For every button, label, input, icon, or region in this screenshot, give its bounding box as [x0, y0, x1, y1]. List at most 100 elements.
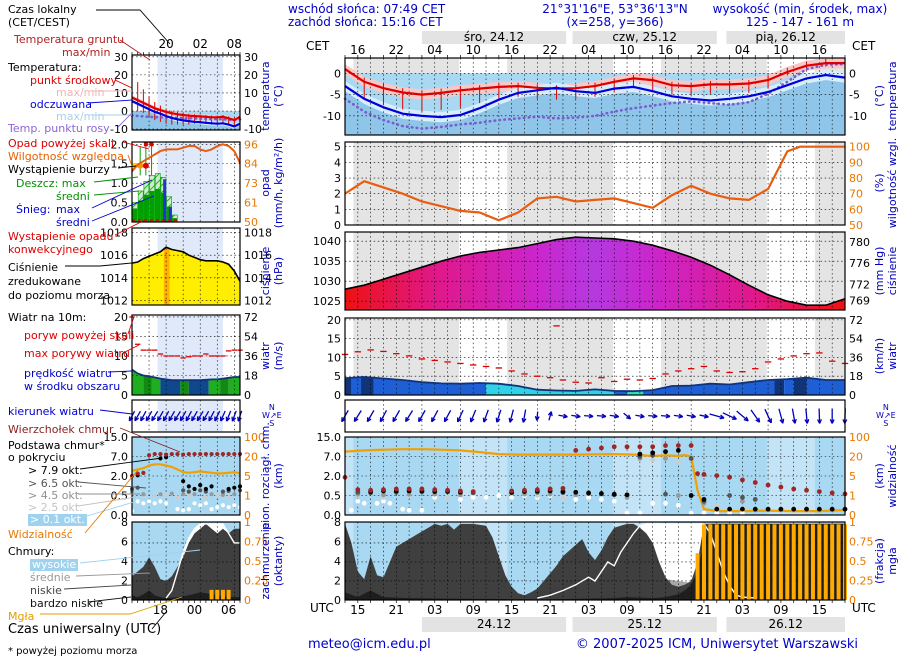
sidebar-label-40: średnie: [30, 571, 71, 584]
svg-text:0: 0: [334, 594, 341, 607]
panel-wind: 0 5 10 15 20 0 18 36 54 72: [327, 314, 863, 402]
svg-text:24.12: 24.12: [477, 617, 511, 631]
svg-text:09: 09: [773, 603, 788, 617]
svg-text:-10: -10: [849, 110, 867, 123]
svg-text:1018: 1018: [244, 227, 272, 240]
unit-label-left-6: zachmurzenie (oktanty): [259, 522, 285, 600]
svg-text:1: 1: [849, 490, 856, 503]
svg-text:0: 0: [849, 389, 856, 402]
sidebar-label-6: max/min: [56, 86, 105, 99]
svg-text:-10: -10: [323, 110, 341, 123]
svg-text:73: 73: [244, 177, 258, 190]
panel-precipitation: 0 1 2 3 4 5 50 60 70 80 90 100: [334, 141, 870, 232]
coordinates-text: 21°31'16"E, 53°36'13"N: [542, 2, 688, 16]
svg-text:15: 15: [658, 603, 673, 617]
svg-text:15: 15: [812, 603, 827, 617]
svg-text:20: 20: [327, 314, 341, 327]
svg-text:90: 90: [849, 156, 863, 169]
svg-text:śro, 24.12: śro, 24.12: [464, 30, 524, 44]
svg-text:04: 04: [427, 43, 442, 57]
svg-text:21: 21: [542, 603, 557, 617]
svg-text:0: 0: [849, 67, 856, 80]
sidebar-label-9: Temp. punktu rosy: [8, 122, 110, 135]
svg-text:20: 20: [244, 69, 258, 82]
svg-text:09: 09: [466, 603, 481, 617]
svg-text:10: 10: [466, 43, 481, 57]
svg-text:780: 780: [849, 236, 870, 249]
panel-wind-direction-mini: [128, 399, 243, 433]
svg-text:10: 10: [244, 87, 258, 100]
sidebar-label-8: max/min: [56, 110, 105, 123]
svg-text:20: 20: [158, 37, 173, 51]
svg-text:1: 1: [244, 516, 251, 529]
copyright-link[interactable]: © 2007-2025 ICM, Uniwersytet Warszawski: [575, 637, 858, 652]
sidebar-label-17: średni: [56, 216, 90, 229]
sidebar-label-19: konwekcyjnego: [8, 243, 93, 256]
svg-text:0: 0: [121, 105, 128, 118]
svg-text:36: 36: [849, 351, 863, 364]
svg-text:1014: 1014: [100, 272, 128, 285]
svg-text:5: 5: [244, 470, 251, 483]
svg-text:50: 50: [849, 219, 863, 232]
svg-text:70: 70: [849, 188, 863, 201]
svg-text:1: 1: [849, 516, 856, 529]
sidebar-label-42: bardzo niskie: [30, 597, 103, 610]
contact-email-link[interactable]: meteo@icm.edu.pl: [308, 637, 431, 652]
sidebar-label-37: Widzialność: [8, 528, 73, 541]
svg-text:0.5: 0.5: [111, 490, 129, 503]
svg-text:100: 100: [244, 431, 265, 444]
sunset-text: zachód słońca: 15:16 CET: [288, 15, 443, 29]
svg-text:08: 08: [227, 37, 242, 51]
sidebar-label-16: max: [56, 203, 80, 216]
sidebar-label-12: Wystąpienie burzy: [8, 163, 110, 176]
svg-text:16: 16: [350, 43, 365, 57]
sidebar-label-43: Mgła: [8, 610, 35, 623]
panel-pressure: 1025 1030 1035 1040 769 772 776 780: [313, 231, 870, 311]
svg-text:0.5: 0.5: [244, 555, 262, 568]
svg-text:772: 772: [849, 279, 870, 292]
panel-cloud-cover-mini: 8 6 4 2 0 1 0.75 0.5 0.25 0: [121, 516, 269, 607]
svg-text:-5: -5: [849, 89, 860, 102]
sidebar-label-20: Ciśnienie: [8, 261, 59, 274]
svg-text:0: 0: [334, 389, 341, 402]
svg-text:1016: 1016: [244, 249, 272, 262]
svg-text:1.0: 1.0: [111, 177, 129, 190]
svg-text:1016: 1016: [100, 249, 128, 262]
svg-text:16: 16: [504, 43, 519, 57]
unit-label-right-6: (frakcja) mgła: [873, 538, 899, 584]
sidebar-label-33: > 6.5 okt.: [28, 477, 83, 490]
svg-text:0.5: 0.5: [111, 197, 129, 210]
svg-text:18: 18: [153, 603, 168, 617]
svg-text:18: 18: [244, 369, 258, 382]
svg-text:769: 769: [849, 295, 870, 308]
svg-text:20: 20: [244, 451, 258, 464]
altitude-label: wysokość (min, środek, max): [712, 2, 888, 16]
sidebar-label-49: UTC: [852, 601, 876, 615]
svg-text:1035: 1035: [313, 255, 341, 268]
sidebar-label-24: poryw powyżej skali: [24, 329, 135, 342]
sidebar-label-41: niskie: [30, 584, 62, 597]
svg-text:8: 8: [334, 516, 341, 529]
svg-text:2: 2: [334, 575, 341, 588]
panel-wind-direction: [341, 399, 848, 433]
svg-text:6: 6: [121, 536, 128, 549]
grid-xy-text: (x=258, y=366): [566, 15, 664, 29]
svg-text:1: 1: [334, 203, 341, 216]
svg-text:czw, 25.12: czw, 25.12: [612, 30, 677, 44]
unit-label-right-3: (km/h) wiatr: [873, 337, 899, 375]
sidebar-label-11: Wilgotność względna: [8, 150, 125, 163]
sidebar-label-32: > 7.9 okt.: [28, 464, 83, 477]
svg-text:72: 72: [849, 314, 863, 327]
svg-text:22: 22: [542, 43, 557, 57]
svg-text:20: 20: [849, 451, 863, 464]
sidebar-label-31: o pokryciu: [8, 451, 66, 464]
svg-text:04: 04: [581, 43, 596, 57]
svg-text:1025: 1025: [313, 295, 341, 308]
svg-text:2.0: 2.0: [111, 470, 129, 483]
panel-cloud-cover: 8 6 4 2 0 1 0.75 0.5 0.25 0: [334, 516, 874, 607]
svg-text:18: 18: [849, 370, 863, 383]
compass-icon-left: N W↗E S: [262, 403, 282, 428]
svg-text:21: 21: [389, 603, 404, 617]
svg-text:1012: 1012: [100, 294, 128, 307]
